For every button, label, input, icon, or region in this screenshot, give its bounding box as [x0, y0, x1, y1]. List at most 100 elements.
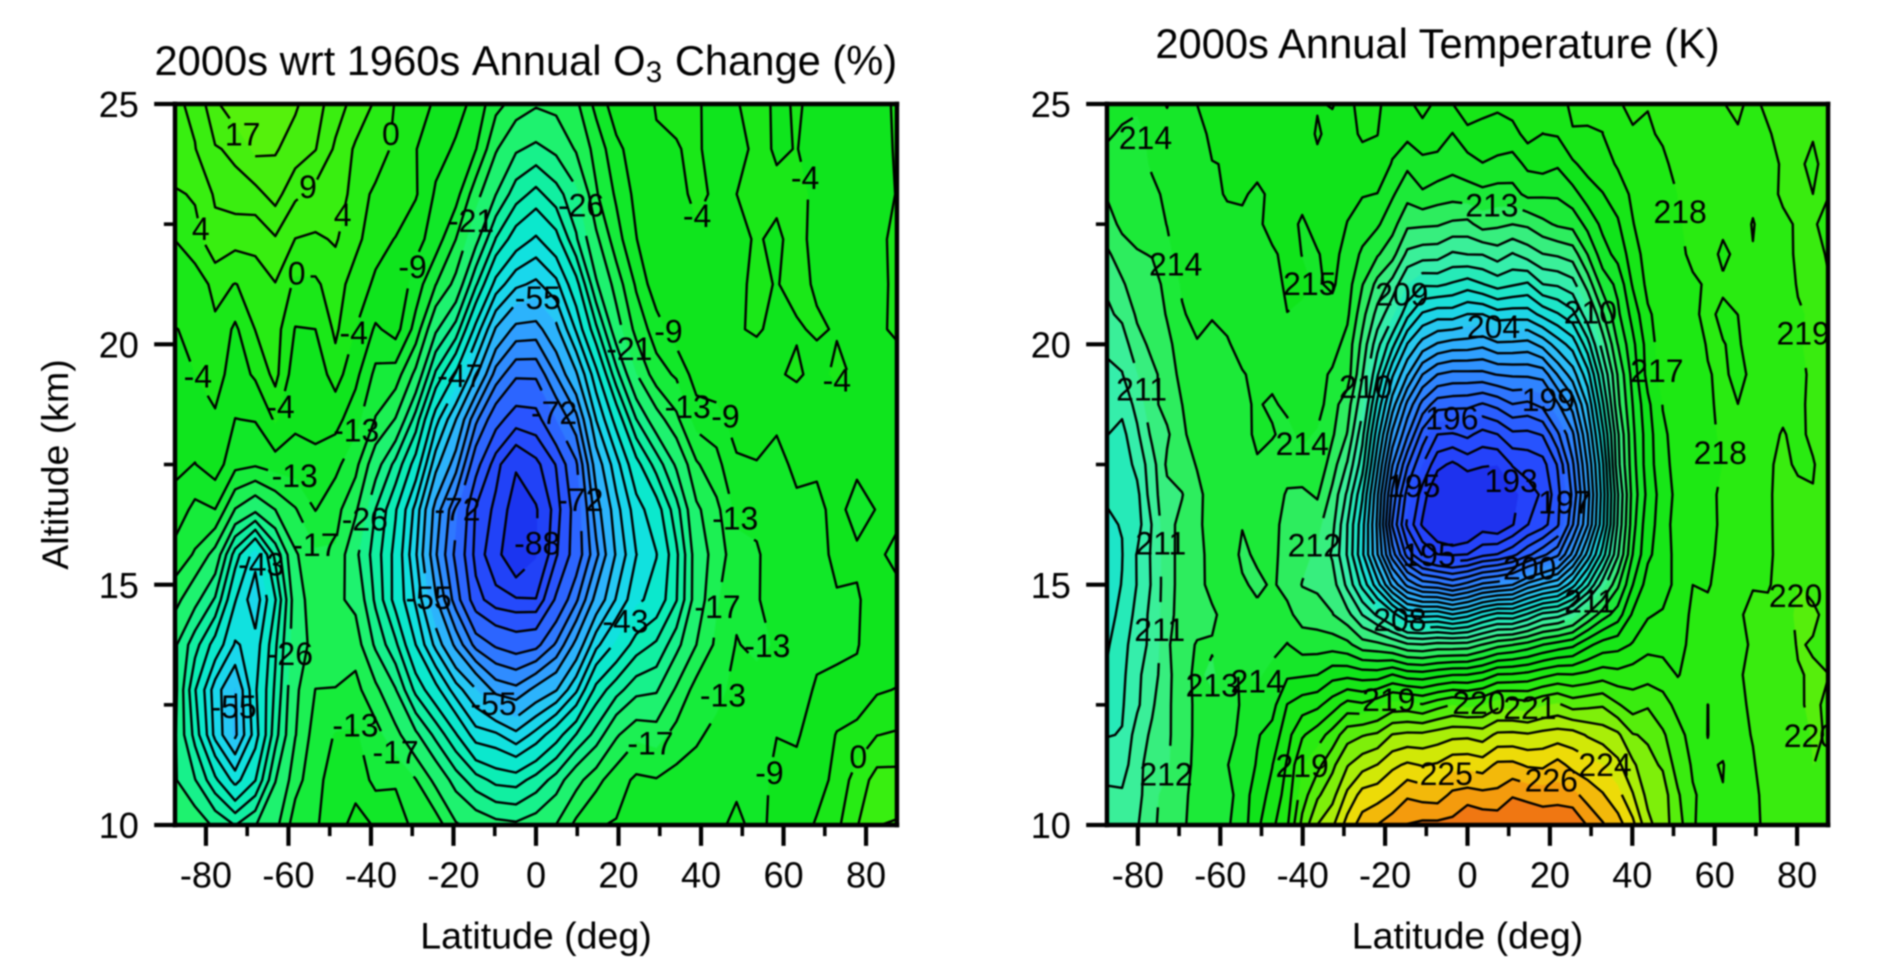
- svg-text:0: 0: [526, 854, 546, 895]
- svg-text:-17: -17: [292, 527, 338, 563]
- svg-text:-4: -4: [184, 358, 212, 394]
- svg-text:214: 214: [1149, 247, 1202, 283]
- svg-text:80: 80: [846, 854, 886, 895]
- svg-text:-88: -88: [514, 526, 560, 562]
- svg-text:15: 15: [99, 565, 139, 606]
- svg-text:-21: -21: [448, 203, 494, 239]
- svg-text:60: 60: [763, 854, 803, 895]
- svg-text:-9: -9: [654, 313, 682, 349]
- svg-text:20: 20: [99, 324, 139, 365]
- svg-text:-80: -80: [180, 854, 232, 895]
- svg-text:-13: -13: [700, 678, 746, 714]
- svg-text:-9: -9: [755, 755, 783, 791]
- svg-text:-13: -13: [712, 501, 758, 537]
- svg-text:2000s Annual Temperature (K): 2000s Annual Temperature (K): [1155, 20, 1719, 67]
- svg-text:10: 10: [1031, 805, 1071, 846]
- svg-text:-80: -80: [1112, 854, 1164, 895]
- svg-text:224: 224: [1578, 747, 1631, 783]
- svg-text:-26: -26: [558, 187, 604, 223]
- svg-text:-55: -55: [471, 686, 517, 722]
- svg-text:-72: -72: [434, 491, 480, 527]
- svg-text:214: 214: [1231, 664, 1284, 700]
- svg-text:-26: -26: [267, 636, 313, 672]
- svg-text:-47: -47: [437, 358, 483, 394]
- svg-text:195: 195: [1402, 537, 1455, 573]
- svg-text:200: 200: [1503, 551, 1556, 587]
- svg-text:Latitude (deg): Latitude (deg): [420, 914, 651, 956]
- svg-text:214: 214: [1119, 120, 1172, 156]
- svg-text:-55: -55: [405, 580, 451, 616]
- svg-text:195: 195: [1387, 468, 1440, 504]
- svg-text:20: 20: [598, 854, 638, 895]
- svg-text:-4: -4: [683, 198, 711, 234]
- svg-text:220: 220: [1769, 578, 1822, 614]
- svg-text:17: 17: [225, 116, 261, 152]
- svg-text:Latitude (deg): Latitude (deg): [1352, 914, 1583, 956]
- svg-text:225: 225: [1420, 756, 1473, 792]
- svg-text:-20: -20: [427, 854, 479, 895]
- svg-text:15: 15: [1031, 565, 1071, 606]
- svg-text:-13: -13: [333, 413, 379, 449]
- svg-text:193: 193: [1484, 463, 1537, 499]
- svg-text:60: 60: [1695, 854, 1735, 895]
- svg-text:-40: -40: [1277, 854, 1329, 895]
- svg-text:220: 220: [1784, 718, 1837, 754]
- svg-text:217: 217: [1630, 353, 1683, 389]
- svg-text:4: 4: [334, 197, 352, 233]
- svg-text:2 0 0 0: 2 0 0 0 s w r t 1 9 6 0 s A n n u a l O: [155, 37, 904, 89]
- svg-text:215: 215: [1283, 266, 1336, 302]
- svg-text:199: 199: [1522, 382, 1575, 418]
- svg-text:218: 218: [1694, 435, 1747, 471]
- svg-text:197: 197: [1538, 485, 1591, 521]
- svg-text:-40: -40: [345, 854, 397, 895]
- svg-text:-13: -13: [665, 389, 711, 425]
- svg-text:4: 4: [192, 211, 210, 247]
- svg-text:221: 221: [1503, 690, 1556, 726]
- svg-text:-9: -9: [711, 399, 739, 435]
- svg-text:0: 0: [849, 739, 867, 775]
- svg-text:-43: -43: [238, 546, 284, 582]
- svg-text:0: 0: [288, 256, 306, 292]
- svg-text:219: 219: [1275, 748, 1328, 784]
- svg-text:218: 218: [1653, 194, 1706, 230]
- svg-text:-55: -55: [211, 689, 257, 725]
- svg-text:0: 0: [382, 116, 400, 152]
- svg-text:213: 213: [1186, 668, 1239, 704]
- svg-text:-21: -21: [606, 331, 652, 367]
- svg-text:220: 220: [1452, 685, 1505, 721]
- svg-text:226: 226: [1525, 763, 1578, 799]
- svg-text:214: 214: [1276, 426, 1329, 462]
- svg-text:-4: -4: [791, 160, 819, 196]
- svg-text:80: 80: [1777, 854, 1817, 895]
- svg-text:-20: -20: [1359, 854, 1411, 895]
- svg-text:40: 40: [1612, 854, 1652, 895]
- svg-text:210: 210: [1339, 369, 1392, 405]
- svg-text:-4: -4: [823, 363, 851, 399]
- svg-text:204: 204: [1467, 309, 1520, 345]
- svg-text:20: 20: [1031, 324, 1071, 365]
- svg-text:-17: -17: [373, 734, 419, 770]
- svg-text:208: 208: [1373, 602, 1426, 638]
- svg-text:210: 210: [1564, 295, 1617, 331]
- svg-text:219: 219: [1362, 682, 1415, 718]
- svg-text:25: 25: [99, 84, 139, 125]
- svg-text:40: 40: [681, 854, 721, 895]
- svg-text:-72: -72: [531, 395, 577, 431]
- svg-text:0: 0: [1457, 854, 1477, 895]
- svg-text:20: 20: [1530, 854, 1570, 895]
- svg-text:211: 211: [1564, 584, 1615, 620]
- svg-text:-17: -17: [694, 589, 740, 625]
- svg-text:219: 219: [1777, 316, 1830, 352]
- svg-text:212: 212: [1139, 756, 1192, 792]
- svg-text:213: 213: [1465, 188, 1518, 224]
- svg-text:-9: -9: [398, 249, 426, 285]
- svg-text:-13: -13: [332, 708, 378, 744]
- svg-text:-72: -72: [557, 482, 603, 518]
- svg-text:-4: -4: [266, 389, 294, 425]
- svg-text:25: 25: [1031, 84, 1071, 125]
- svg-text:9: 9: [299, 169, 317, 205]
- svg-text:211: 211: [1116, 372, 1167, 408]
- svg-text:-55: -55: [515, 280, 561, 316]
- svg-text:211: 211: [1134, 612, 1185, 648]
- svg-text:-13: -13: [272, 458, 318, 494]
